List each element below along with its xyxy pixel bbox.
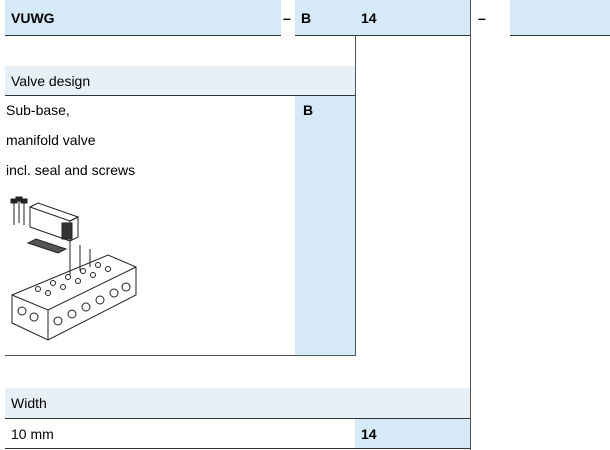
- option-code: 14: [355, 419, 470, 449]
- description: manifold valve: [6, 132, 96, 148]
- code-cell: B: [295, 0, 355, 36]
- section-title: Valve design: [5, 66, 355, 96]
- description: Sub-base,: [6, 102, 70, 118]
- description: incl. seal and screws: [6, 162, 136, 178]
- separator: –: [283, 10, 291, 26]
- code-column: [295, 96, 355, 355]
- separator: –: [478, 10, 486, 26]
- rule: [5, 355, 355, 356]
- illustration: [10, 196, 137, 341]
- description: 10 mm: [5, 419, 355, 449]
- divider: [355, 36, 356, 356]
- code-cell: 14: [355, 0, 470, 36]
- divider: [470, 0, 471, 450]
- option-code: B: [303, 102, 314, 118]
- code-cell: [510, 0, 610, 36]
- code-cell: VUWG: [5, 0, 281, 36]
- section-title: Width: [5, 388, 470, 419]
